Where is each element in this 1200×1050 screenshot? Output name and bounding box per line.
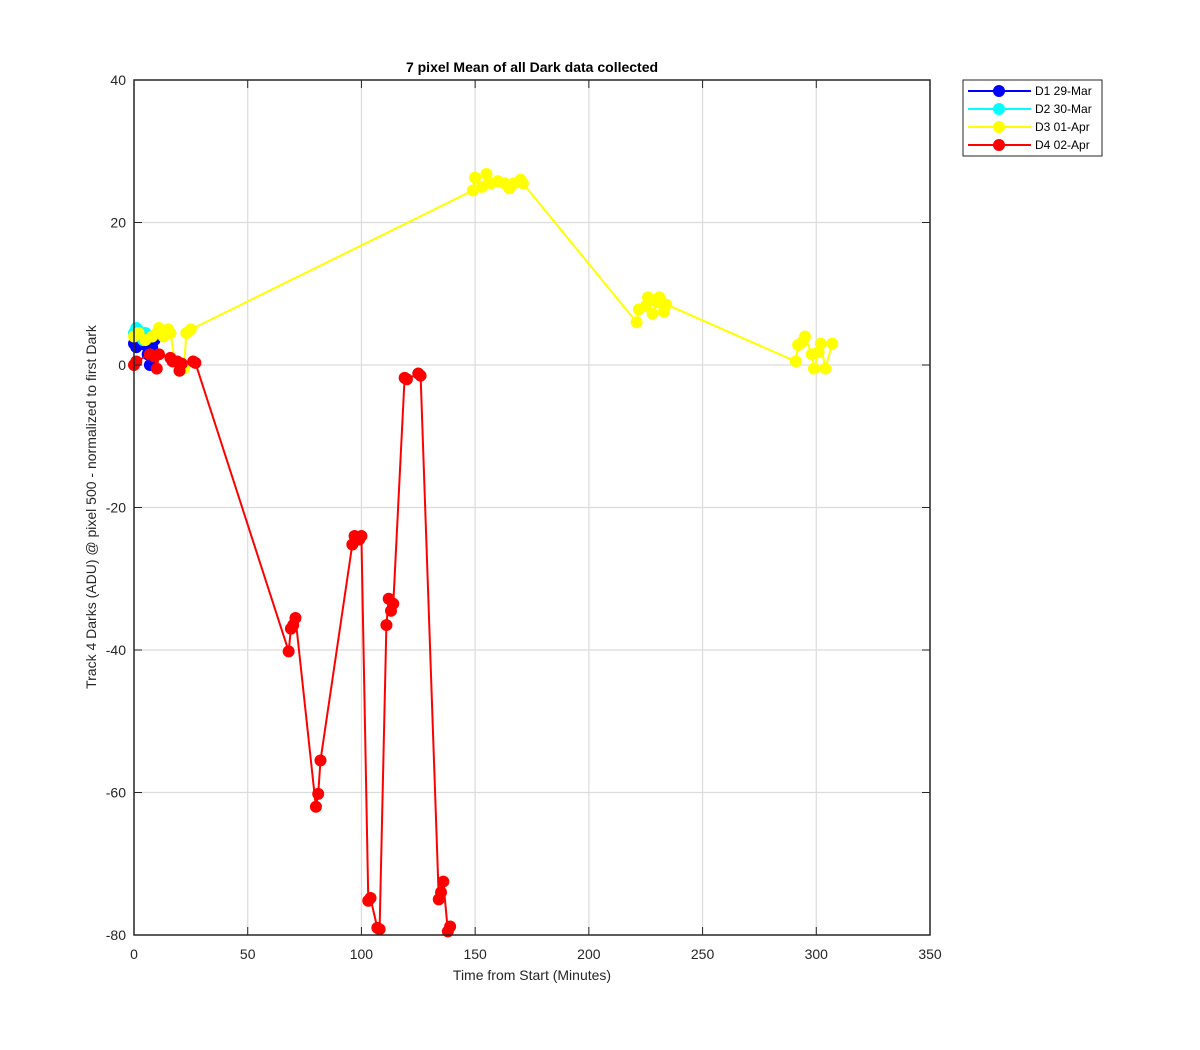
legend-marker <box>993 139 1005 151</box>
series-4 <box>128 348 457 938</box>
data-point <box>175 357 188 370</box>
x-axis-label: Time from Start (Minutes) <box>453 967 611 983</box>
legend-entry: D3 01-Apr <box>968 120 1090 134</box>
y-tick-label: 40 <box>110 72 126 88</box>
data-point <box>437 875 450 888</box>
data-point <box>646 307 659 320</box>
x-tick-label: 100 <box>350 946 374 962</box>
data-point <box>184 323 197 336</box>
data-point <box>380 619 393 632</box>
data-point <box>364 891 377 904</box>
data-point <box>309 800 322 813</box>
legend-label: D2 30-Mar <box>1035 102 1092 116</box>
x-tick-label: 250 <box>691 946 715 962</box>
data-point <box>819 362 832 375</box>
data-point <box>435 886 448 899</box>
data-point <box>387 597 400 610</box>
data-point <box>630 316 643 329</box>
data-point <box>814 337 827 350</box>
series-3 <box>128 168 839 375</box>
legend-marker <box>993 103 1005 115</box>
y-axis-label: Track 4 Darks (ADU) @ pixel 500 - normal… <box>83 324 99 689</box>
x-tick-label: 300 <box>805 946 829 962</box>
data-point <box>150 362 163 375</box>
legend: D1 29-Mar D2 30-Mar D3 01-Apr D4 02-Apr <box>962 79 1103 157</box>
legend-label: D4 02-Apr <box>1035 138 1090 152</box>
legend-entry: D1 29-Mar <box>968 84 1092 98</box>
data-point <box>826 337 839 350</box>
x-tick-label: 150 <box>463 946 487 962</box>
x-tick-label: 350 <box>918 946 942 962</box>
x-tick-label: 50 <box>240 946 256 962</box>
data-point <box>355 530 368 542</box>
data-point <box>189 356 202 369</box>
legend-entry: D4 02-Apr <box>968 138 1090 152</box>
y-tick-label: -80 <box>106 927 126 943</box>
y-tick-label: -40 <box>106 642 126 658</box>
y-tick-label: -20 <box>106 500 126 516</box>
legend-box <box>962 79 1103 157</box>
data-point <box>469 171 482 184</box>
y-tick-label: -60 <box>106 785 126 801</box>
data-point <box>289 611 302 624</box>
legend-entry: D2 30-Mar <box>968 102 1092 116</box>
legend-label: D3 01-Apr <box>1035 120 1090 134</box>
data-point <box>282 645 295 658</box>
data-point <box>808 362 821 375</box>
series-layer <box>128 168 839 938</box>
data-point <box>373 923 386 936</box>
y-tick-label: 20 <box>110 215 126 231</box>
data-point <box>314 754 327 767</box>
data-point <box>516 177 529 190</box>
data-point <box>798 330 811 343</box>
y-tick-label: 0 <box>118 357 126 373</box>
data-point <box>660 298 673 311</box>
data-point <box>414 369 427 382</box>
ticks: 0 50 100 150 200 250 300 350 -80 -60 -40 -20 0 20 40 <box>106 72 942 962</box>
data-point <box>164 326 177 339</box>
data-point <box>789 355 802 368</box>
data-point <box>153 348 166 361</box>
legend-marker <box>993 121 1005 133</box>
chart-title: 7 pixel Mean of all Dark data collected <box>406 59 658 75</box>
x-tick-label: 0 <box>130 946 138 962</box>
data-point <box>312 787 325 800</box>
x-tick-label: 200 <box>577 946 601 962</box>
legend-label: D1 29-Mar <box>1035 84 1092 98</box>
data-point <box>400 373 413 386</box>
data-point <box>444 920 457 933</box>
legend-marker <box>993 85 1005 97</box>
